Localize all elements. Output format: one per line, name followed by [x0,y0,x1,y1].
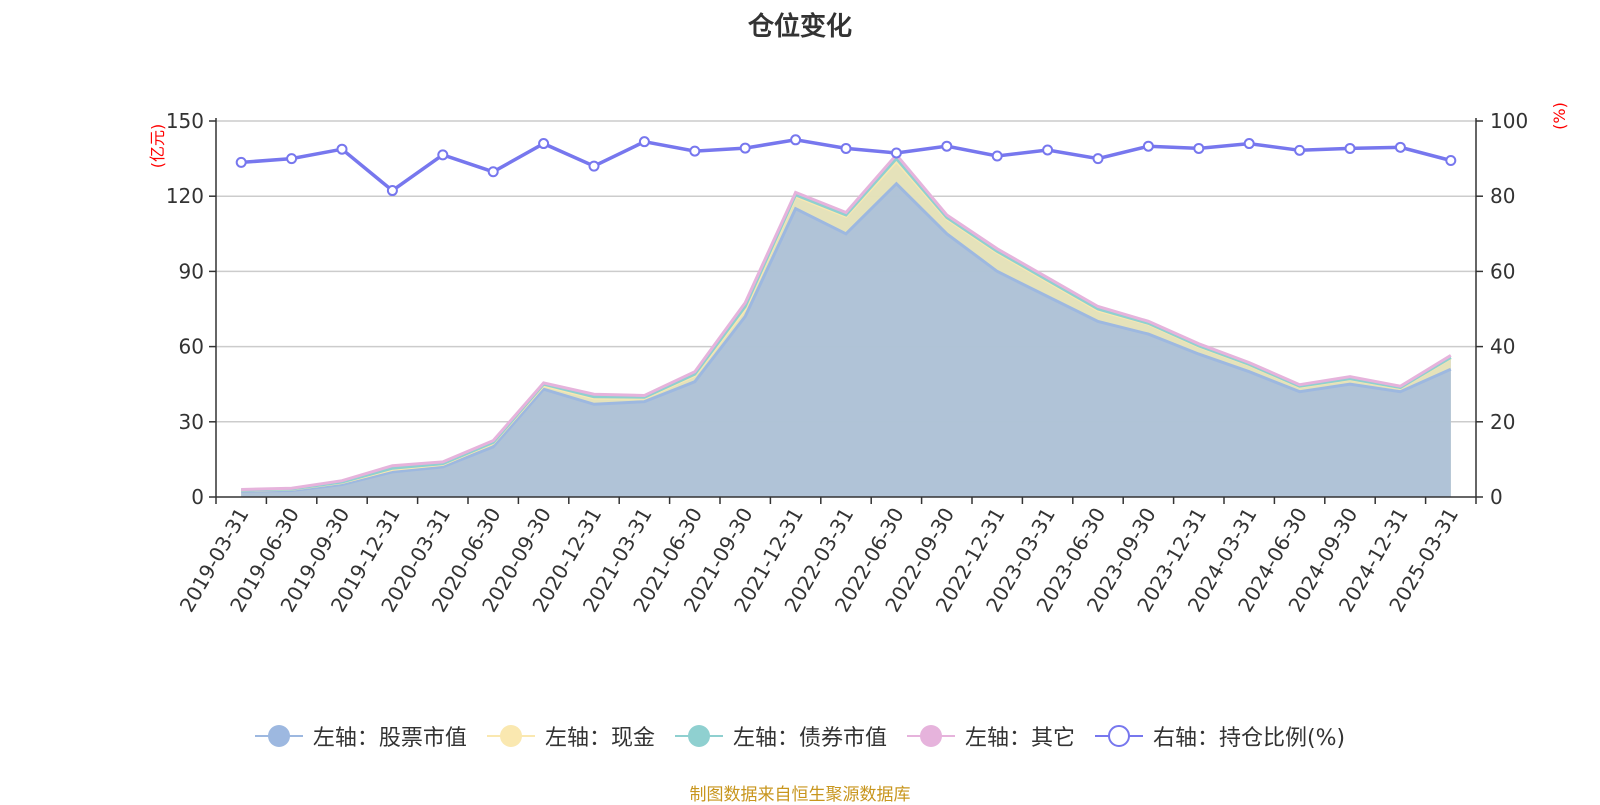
chart-title: 仓位变化 [747,12,852,42]
right-tick-label: 20 [1490,410,1515,434]
legend-marker-icon [254,724,303,748]
legend-item-cash[interactable]: 左轴：现金 [486,720,655,752]
legend-label: 右轴：持仓比例(%) [1152,726,1346,751]
ratio-point [790,134,802,146]
ratio-point [1243,138,1255,150]
ratio-point [588,160,600,172]
legend-marker-icon [486,724,535,748]
left-tick-label: 90 [179,259,204,283]
legend-item-ratio[interactable]: 右轴：持仓比例(%) [1094,720,1346,752]
ratio-point [1142,140,1154,152]
left-tick-label: 30 [179,410,204,434]
ratio-point [1394,141,1406,153]
legend-label: 左轴：现金 [544,726,655,751]
legend-item-stock[interactable]: 左轴：股票市值 [254,720,467,752]
right-tick-label: 100 [1490,109,1528,133]
right-tick-label: 0 [1490,485,1503,509]
ratio-point [386,185,398,197]
legend-label: 左轴：债券市值 [732,726,887,751]
legend-label: 左轴：其它 [964,726,1075,751]
left-axis-unit: (亿元) [148,124,167,169]
ratio-point [1445,154,1457,166]
ratio-point [1042,144,1054,156]
chart-legend: 左轴：股票市值 左轴：现金 左轴：债券市值 左轴：其它 右轴：持仓比例(%) [0,720,1600,752]
ratio-point [437,149,449,161]
ratio-point [1092,153,1104,165]
left-tick-label: 60 [179,335,204,359]
ratio-point [1193,142,1205,154]
ratio-point [941,140,953,152]
right-tick-label: 80 [1490,184,1515,208]
ratio-point [991,150,1003,162]
axes [209,118,1483,504]
ratio-point [840,142,852,154]
legend-item-other[interactable]: 左轴：其它 [906,720,1075,752]
chart-plot: 03060901201500204060801002019-03-312019-… [148,102,1569,616]
stock-area [241,183,1451,497]
legend-marker-icon [1094,724,1143,748]
ratio-point [286,153,298,165]
right-tick-label: 60 [1490,259,1515,283]
legend-item-bond[interactable]: 左轴：债券市值 [674,720,887,752]
ratio-point [1294,144,1306,156]
ratio-point [739,142,751,154]
ratio-point [538,138,550,150]
ratio-point [1344,142,1356,154]
stock-area-edge [241,181,1452,493]
left-tick-label: 150 [166,109,204,133]
left-tick-label: 120 [166,184,204,208]
ratio-point [336,143,348,155]
source-note: 制图数据来自恒生聚源数据库 [689,785,911,805]
legend-label: 左轴：股票市值 [312,726,467,751]
right-axis-unit: (%) [1550,102,1569,130]
ratio-point [235,156,247,168]
legend-marker-icon [906,724,955,748]
ratio-point [689,145,701,157]
ratio-point [890,147,902,159]
ratio-point [638,136,650,148]
other-area-edge [241,152,1452,491]
bond-area-edge [241,156,1452,492]
ratio-point [487,166,499,178]
legend-marker-icon [674,724,723,748]
right-tick-label: 40 [1490,335,1515,359]
area-series [241,152,1452,498]
ratio-line-series [235,134,1457,197]
left-tick-label: 0 [191,485,204,509]
